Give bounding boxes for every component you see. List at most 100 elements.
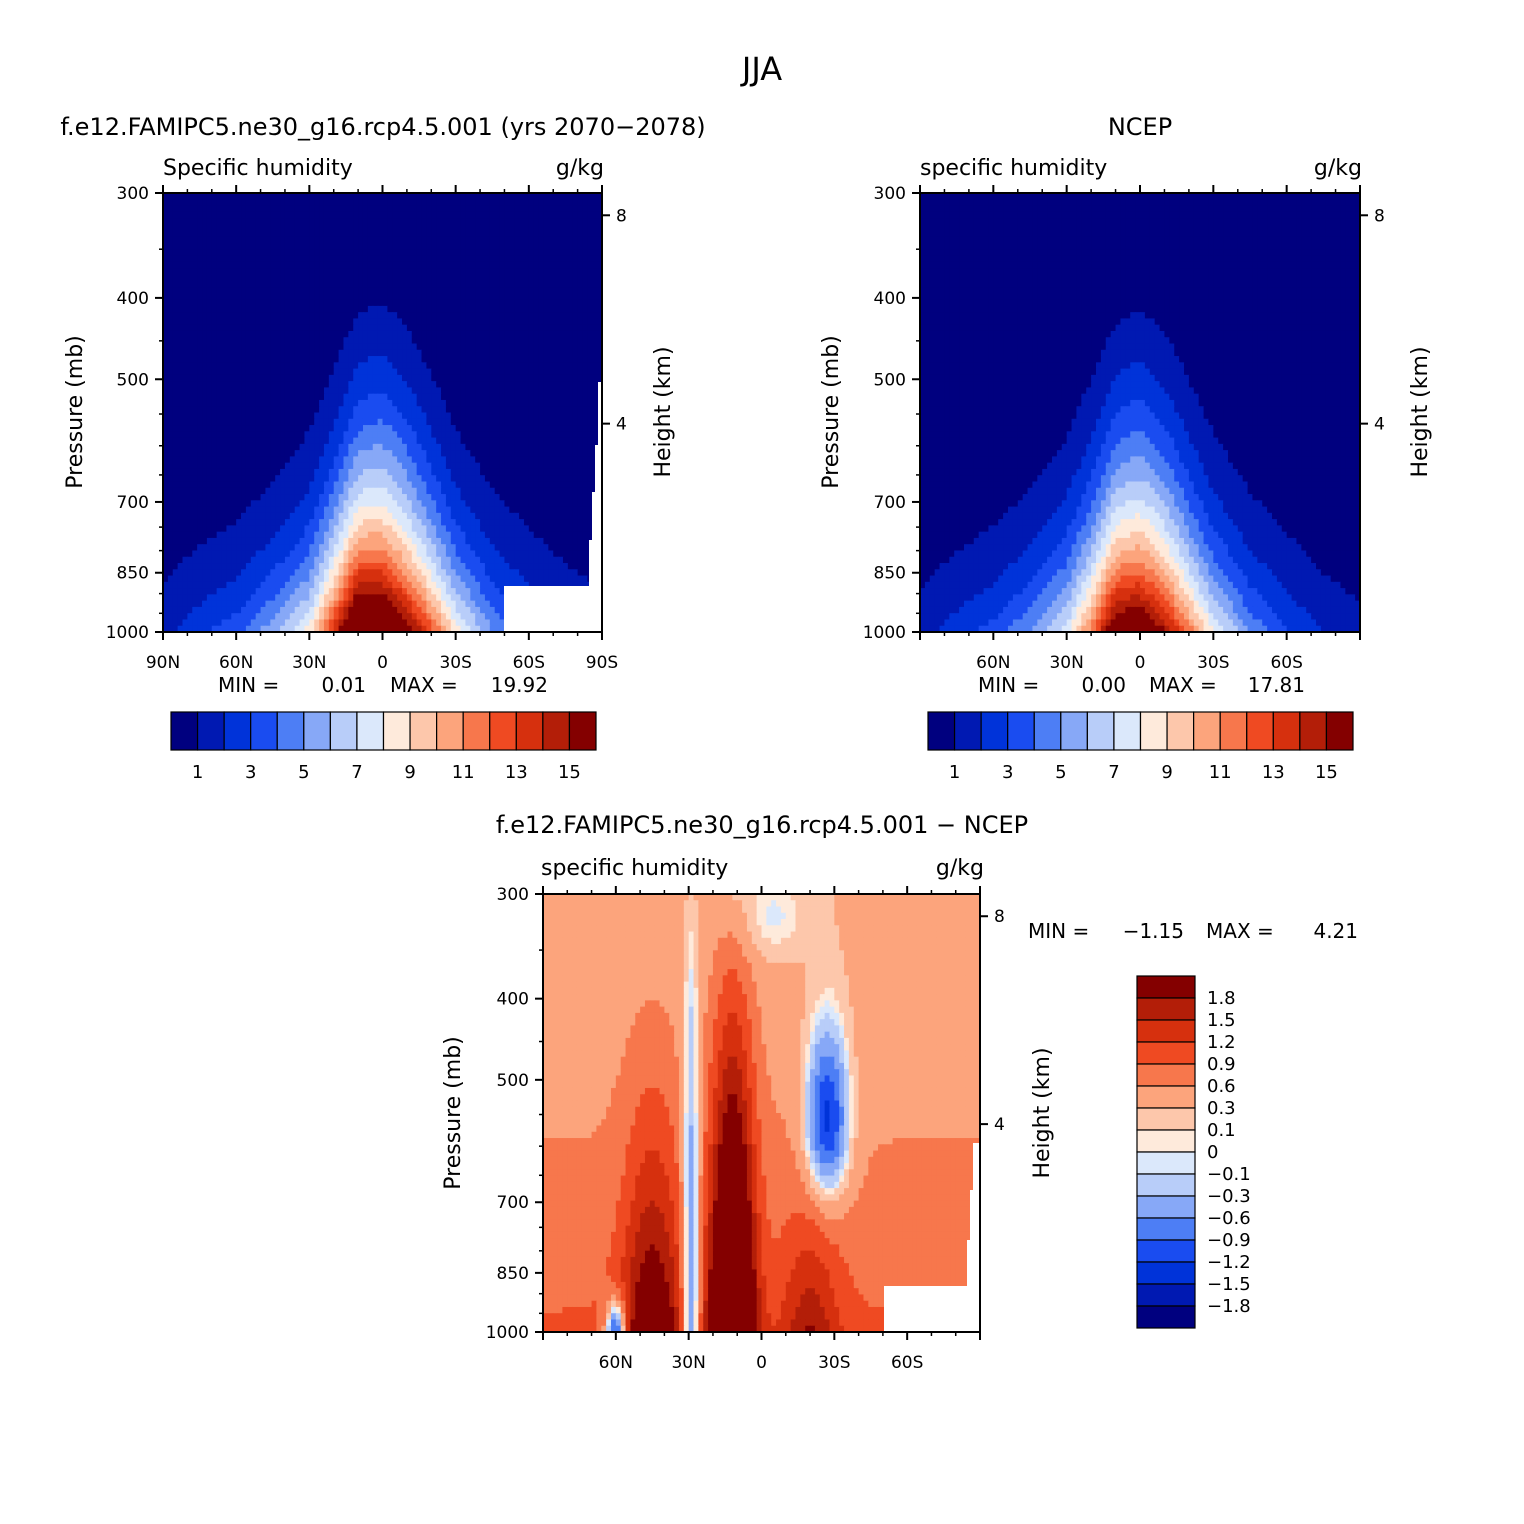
contour-cell <box>572 475 579 483</box>
contour-cell <box>187 450 193 457</box>
contour-cell <box>426 487 432 495</box>
contour-cell <box>460 243 467 251</box>
contour-cell <box>206 230 213 238</box>
contour-cell <box>538 393 545 401</box>
contour-cell <box>236 356 242 363</box>
contour-cell <box>382 443 388 451</box>
contour-cell <box>328 318 335 326</box>
contour-cell <box>348 531 354 539</box>
contour-cell <box>333 261 340 269</box>
contour-cell <box>358 243 364 251</box>
contour-cell <box>362 437 369 445</box>
contour-cell <box>362 205 369 213</box>
contour-cell <box>484 431 491 439</box>
contour-cell <box>304 318 310 326</box>
contour-cell <box>387 399 393 407</box>
contour-cell <box>450 211 457 219</box>
contour-cell <box>533 293 540 301</box>
contour-cell <box>202 211 208 219</box>
contour-cell <box>294 249 301 257</box>
contour-cell <box>216 393 223 401</box>
contour-cell <box>480 443 486 451</box>
contour-cell <box>431 305 437 313</box>
contour-cell <box>484 381 491 389</box>
contour-cell <box>592 274 598 282</box>
contour-cell <box>421 368 427 376</box>
contour-cell <box>450 205 457 213</box>
contour-cell <box>480 387 486 395</box>
contour-cell <box>304 305 310 313</box>
contour-cell <box>402 205 408 213</box>
contour-cell <box>377 230 384 238</box>
contour-cell <box>475 468 481 476</box>
contour-cell <box>319 475 325 483</box>
contour-cell <box>441 193 447 200</box>
contour-cell <box>592 437 598 445</box>
contour-cell <box>436 412 442 420</box>
contour-cell <box>538 224 545 232</box>
contour-cell <box>299 487 306 495</box>
contour-cell <box>348 500 354 508</box>
contour-cell <box>514 374 520 382</box>
contour-cell <box>406 500 413 508</box>
contour-cell <box>460 312 467 320</box>
contour-cell <box>197 368 203 376</box>
contour-cell <box>592 443 598 451</box>
contour-cell <box>431 399 437 407</box>
contour-cell <box>377 305 384 313</box>
contour-cell <box>309 374 315 382</box>
contour-cell <box>236 437 242 445</box>
contour-cell <box>167 431 174 439</box>
contour-cell <box>460 500 467 508</box>
contour-cell <box>533 443 540 451</box>
contour-cell <box>187 468 193 476</box>
contour-cell <box>499 343 506 351</box>
contour-cell <box>172 356 179 363</box>
contour-cell <box>484 387 491 395</box>
contour-cell <box>553 299 559 307</box>
contour-cell <box>348 387 354 395</box>
contour-cell <box>177 362 184 370</box>
contour-cell <box>323 406 330 414</box>
contour-cell <box>558 193 564 200</box>
contour-cell <box>289 318 296 326</box>
contour-cell <box>489 293 496 301</box>
contour-cell <box>460 412 467 420</box>
contour-cell <box>231 205 237 213</box>
contour-cell <box>382 381 388 389</box>
contour-cell <box>226 305 232 313</box>
contour-cell <box>421 450 427 457</box>
contour-cell <box>592 205 598 213</box>
contour-cell <box>509 468 515 476</box>
contour-cell <box>455 431 462 439</box>
contour-cell <box>328 487 335 495</box>
contour-cell <box>397 236 403 244</box>
contour-cell <box>519 199 525 207</box>
contour-cell <box>431 494 437 501</box>
contour-cell <box>382 356 388 363</box>
contour-cell <box>348 362 354 370</box>
contour-cell <box>597 362 602 370</box>
contour-cell <box>528 500 535 508</box>
contour-cell <box>338 293 345 301</box>
contour-cell <box>333 418 340 426</box>
contour-cell <box>558 462 564 470</box>
contour-cell <box>314 393 320 401</box>
contour-cell <box>592 399 598 407</box>
contour-cell <box>167 362 174 370</box>
contour-cell <box>304 243 310 251</box>
contour-cell <box>402 230 408 238</box>
contour-cell <box>484 525 491 533</box>
contour-cell <box>172 349 179 357</box>
contour-cell <box>221 437 228 445</box>
contour-cell <box>558 205 564 213</box>
contour-cell <box>163 418 169 426</box>
contour-cell <box>299 349 306 357</box>
contour-cell <box>504 475 510 483</box>
contour-cell <box>416 362 423 370</box>
contour-cell <box>216 431 223 439</box>
contour-cell <box>280 193 286 200</box>
contour-cell <box>216 519 223 526</box>
contour-cell <box>499 318 506 326</box>
contour-cell <box>197 462 203 470</box>
